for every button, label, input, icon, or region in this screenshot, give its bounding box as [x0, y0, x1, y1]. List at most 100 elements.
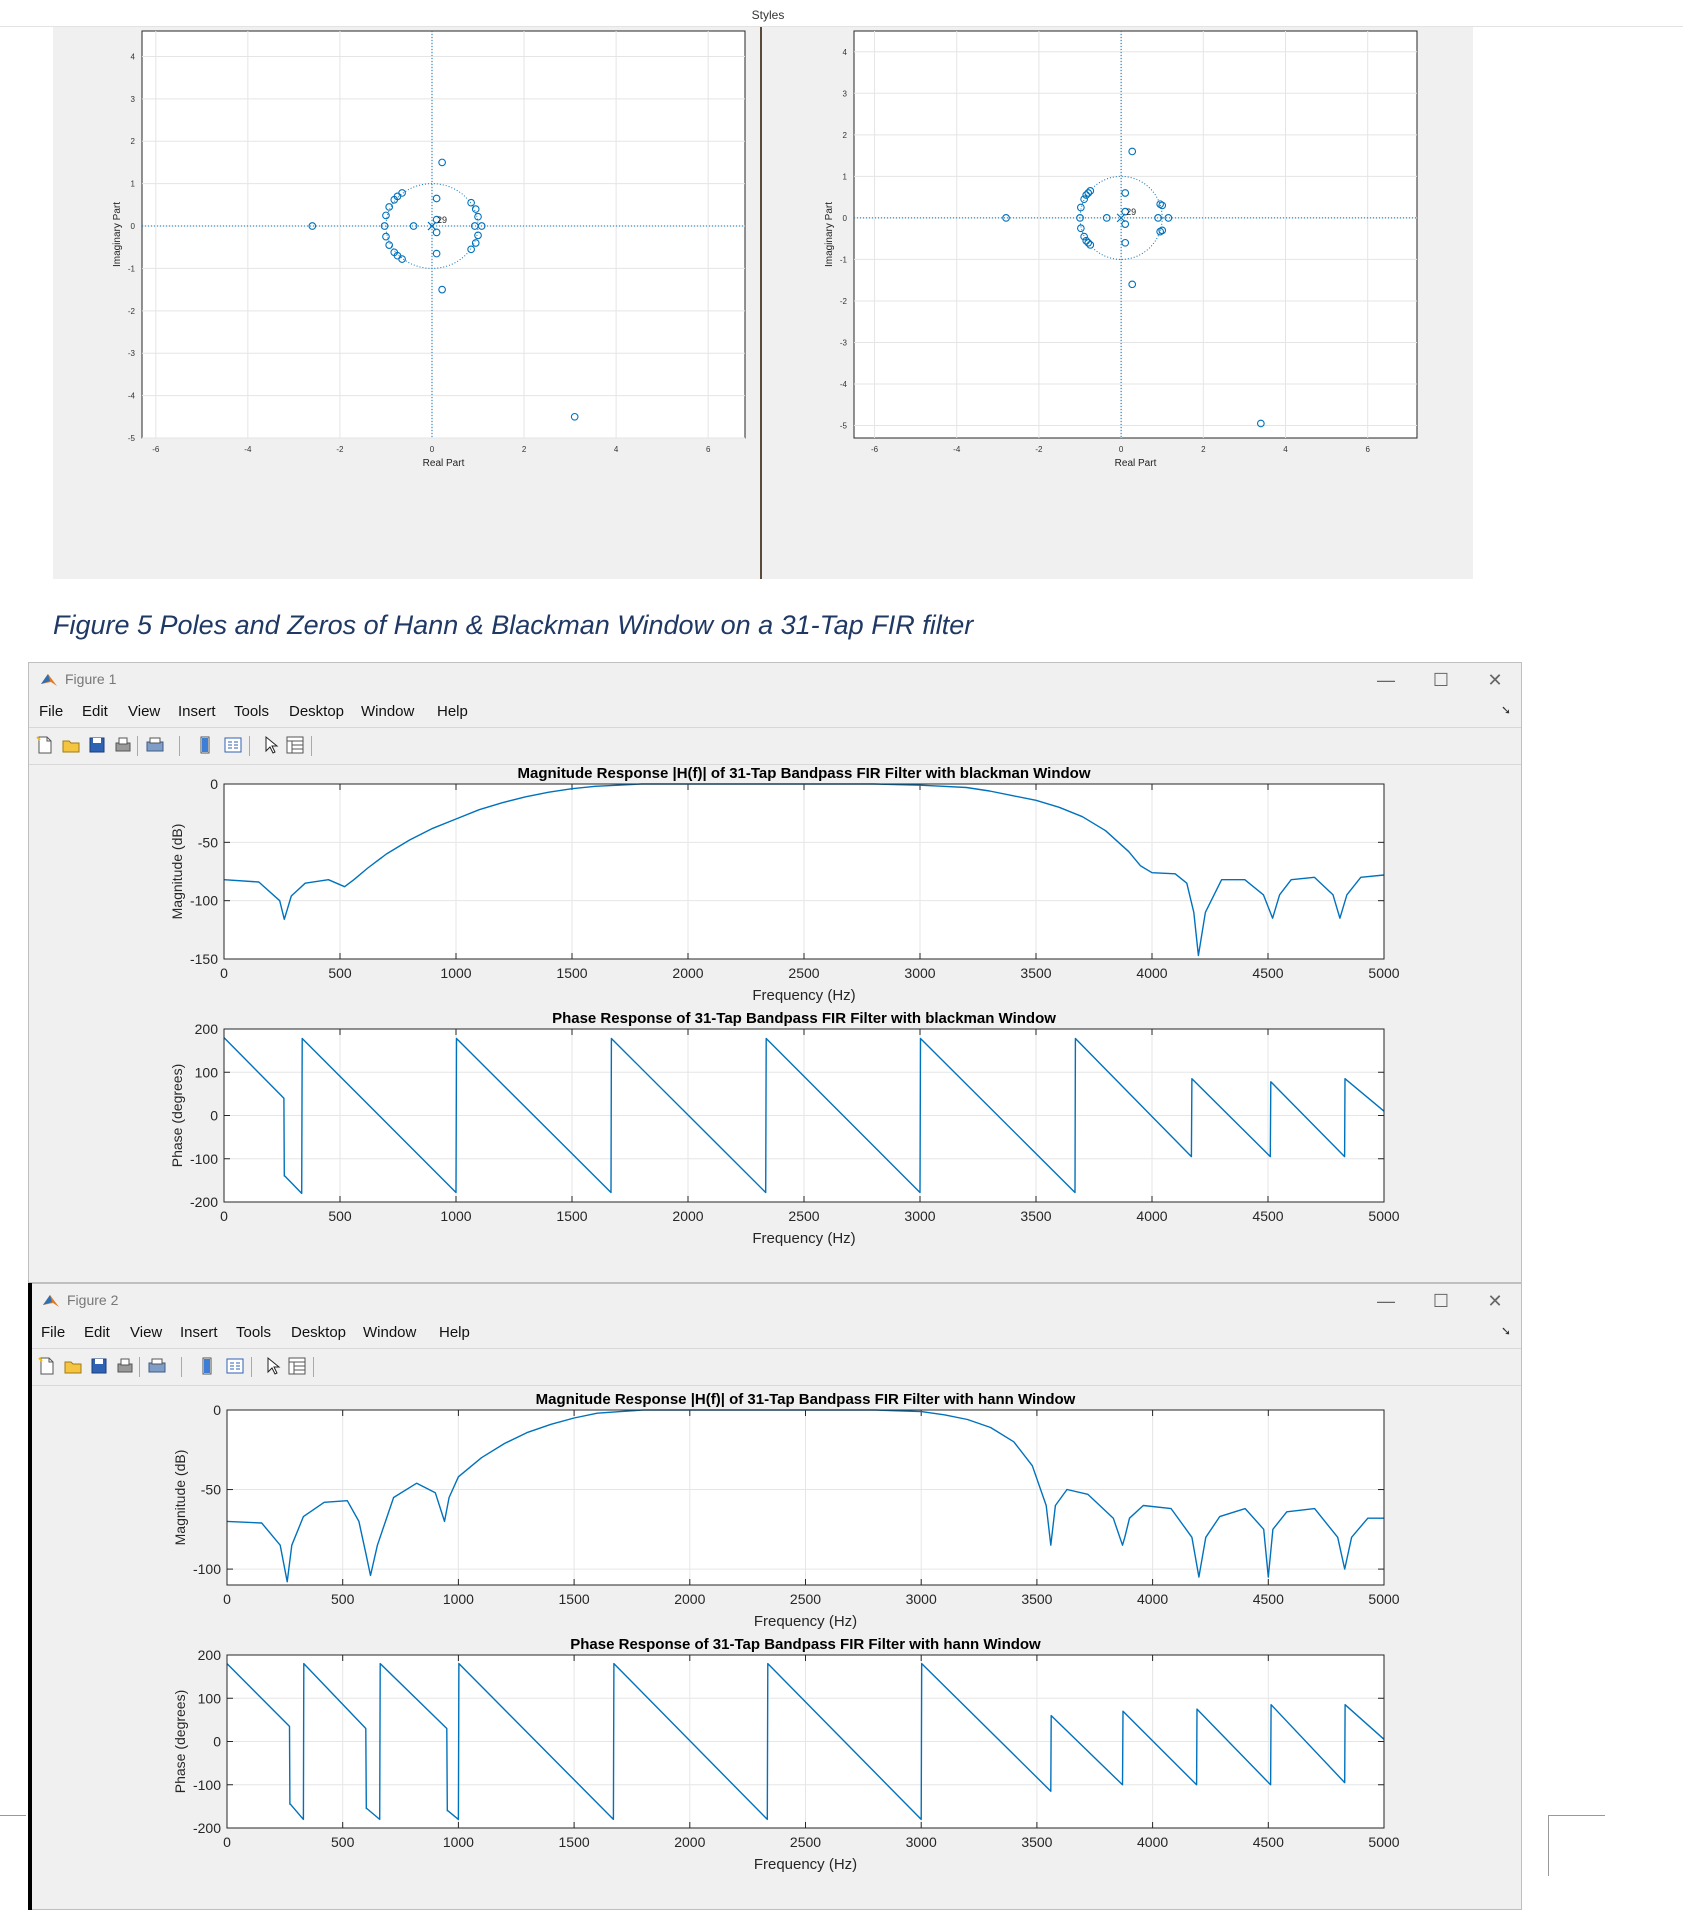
- menu-edit[interactable]: Edit: [84, 1324, 110, 1341]
- menu-tools[interactable]: Tools: [236, 1324, 272, 1341]
- x-tick-label: 4500: [1253, 1591, 1284, 1607]
- y-tick-label: 0: [213, 1402, 221, 1418]
- figure-toolbar: [31, 1348, 1521, 1386]
- y-tick-label: 2: [131, 137, 136, 146]
- menu-desktop[interactable]: Desktop: [291, 1324, 347, 1341]
- title-bar[interactable]: Figure 1 — ☐ ✕: [29, 663, 1521, 697]
- zero-marker: [477, 222, 486, 230]
- y-tick-label: -5: [840, 422, 848, 431]
- zero-marker: [1121, 189, 1130, 197]
- figure-window-1: Figure 1 — ☐ ✕ File Edit View Insert Too…: [28, 662, 1522, 1283]
- x-tick-label: -6: [871, 445, 879, 454]
- x-tick-label: 3500: [1020, 1208, 1051, 1224]
- print-icon[interactable]: [115, 1356, 135, 1376]
- axes-box: [223, 783, 1385, 960]
- menu-help[interactable]: Help: [437, 703, 468, 720]
- legend-icon[interactable]: [225, 1356, 245, 1376]
- property-inspector-icon[interactable]: [285, 735, 305, 755]
- title-bar[interactable]: Figure 2 — ☐ ✕: [31, 1284, 1521, 1318]
- figure-toolbar: [29, 727, 1521, 765]
- menu-window[interactable]: Window: [363, 1324, 417, 1341]
- legend-icon[interactable]: [223, 735, 243, 755]
- maximize-button[interactable]: ☐: [1432, 670, 1450, 690]
- colorbar-icon[interactable]: [197, 1356, 217, 1376]
- window-left-edge: [28, 1283, 32, 1910]
- zero-marker: [1076, 203, 1085, 212]
- menu-file[interactable]: File: [41, 1324, 66, 1341]
- menu-help[interactable]: Help: [439, 1324, 470, 1341]
- y-tick-label: 1: [131, 180, 136, 189]
- dock-arrow-icon[interactable]: ➘: [1500, 1324, 1511, 1338]
- figure-caption: Figure 5 Poles and Zeros of Hann & Black…: [53, 610, 974, 640]
- x-tick-label: 500: [331, 1591, 355, 1607]
- maximize-button[interactable]: ☐: [1432, 1291, 1450, 1311]
- colorbar-icon[interactable]: [195, 735, 215, 755]
- menu-view[interactable]: View: [128, 703, 161, 720]
- pointer-icon[interactable]: [261, 735, 281, 755]
- zero-marker: [1082, 236, 1091, 245]
- x-tick-label: 1500: [559, 1834, 590, 1850]
- window-title: Figure 1: [65, 671, 117, 687]
- y-tick-label: -2: [128, 307, 136, 316]
- x-tick-label: 4000: [1137, 1834, 1168, 1850]
- x-tick-label: 1000: [443, 1591, 474, 1607]
- menu-view[interactable]: View: [130, 1324, 163, 1341]
- minimize-button[interactable]: —: [1377, 1291, 1395, 1311]
- property-inspector-icon[interactable]: [287, 1356, 307, 1376]
- save-icon[interactable]: [89, 1356, 109, 1376]
- zero-marker: [1086, 241, 1095, 249]
- x-tick-label: 6: [1365, 445, 1370, 454]
- y-tick-label: 0: [131, 222, 136, 231]
- menu-tools[interactable]: Tools: [234, 703, 270, 720]
- matlab-logo-icon: [41, 674, 57, 686]
- dock-arrow-icon[interactable]: ➘: [1500, 703, 1511, 717]
- menu-edit[interactable]: Edit: [82, 703, 108, 720]
- new-file-icon[interactable]: [35, 735, 55, 755]
- save-icon[interactable]: [87, 735, 107, 755]
- print-icon[interactable]: [113, 735, 133, 755]
- y-tick-label: 0: [210, 1108, 218, 1124]
- x-tick-label: 4500: [1253, 1834, 1284, 1850]
- y-axis-label: Phase (degrees): [169, 1064, 185, 1168]
- new-file-icon[interactable]: [37, 1356, 57, 1376]
- menu-file[interactable]: File: [39, 703, 64, 720]
- close-button[interactable]: ✕: [1487, 670, 1503, 690]
- menu-insert[interactable]: Insert: [178, 703, 216, 720]
- y-tick-label: 0: [210, 776, 218, 792]
- x-tick-label: 2500: [788, 965, 819, 981]
- print-preview-icon[interactable]: [145, 735, 165, 755]
- open-folder-icon[interactable]: [61, 735, 81, 755]
- x-tick-label: 2: [1201, 445, 1206, 454]
- zero-marker: [393, 251, 402, 260]
- pointer-icon[interactable]: [263, 1356, 283, 1376]
- menu-window[interactable]: Window: [361, 703, 415, 720]
- zero-marker: [438, 285, 446, 294]
- close-button[interactable]: ✕: [1487, 1291, 1503, 1311]
- open-folder-icon[interactable]: [63, 1356, 83, 1376]
- minimize-button[interactable]: —: [1377, 670, 1395, 690]
- styles-label[interactable]: Styles: [751, 8, 785, 22]
- pole-marker: [427, 221, 437, 231]
- menu-insert[interactable]: Insert: [180, 1324, 218, 1341]
- y-tick-label: -50: [201, 1482, 221, 1498]
- toolbar-separator: [311, 736, 312, 756]
- y-tick-label: 3: [843, 89, 848, 98]
- zero-marker: [1156, 227, 1165, 236]
- print-preview-icon[interactable]: [147, 1356, 167, 1376]
- zero-marker: [1076, 214, 1084, 222]
- y-axis-label: Phase (degrees): [172, 1690, 188, 1794]
- y-tick-label: 4: [131, 52, 136, 61]
- x-tick-label: 1500: [559, 1591, 590, 1607]
- y-tick-label: 3: [131, 95, 136, 104]
- toolbar-separator: [249, 736, 250, 756]
- figure-2-axes: 0 500 1000 1500 2000 2500 3000 3500 4000 4500 5000…: [172, 1391, 1400, 1873]
- x-tick-label: 500: [331, 1834, 355, 1850]
- zero-marker: [471, 239, 480, 247]
- zero-marker: [438, 158, 446, 167]
- y-tick-label: -100: [190, 1151, 218, 1167]
- y-tick-label: 0: [213, 1734, 221, 1750]
- y-tick-label: -200: [190, 1194, 218, 1210]
- zero-marker: [1121, 238, 1130, 247]
- menu-desktop[interactable]: Desktop: [289, 703, 345, 720]
- zero-marker: [1156, 200, 1165, 209]
